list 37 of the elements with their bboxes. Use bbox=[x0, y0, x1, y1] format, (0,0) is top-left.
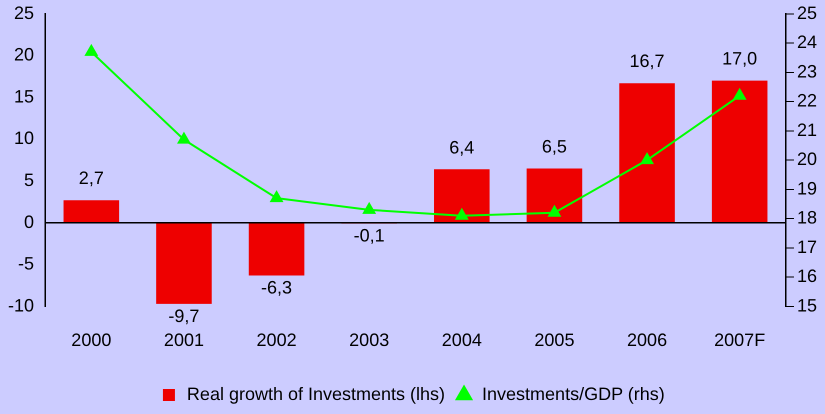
data-label: 6,5 bbox=[542, 136, 567, 156]
y-tick-label: 15 bbox=[14, 86, 34, 106]
data-label: -6,3 bbox=[261, 277, 292, 298]
x-tick-label: 2004 bbox=[442, 330, 482, 350]
data-label: 6,4 bbox=[449, 137, 474, 158]
y2-tick-label: 21 bbox=[796, 120, 818, 140]
x-tick-label: 2007F bbox=[714, 330, 766, 350]
x-tick-label: 2001 bbox=[164, 330, 204, 350]
x-tick-label: 2006 bbox=[627, 330, 668, 350]
y-tick-label: 25 bbox=[14, 2, 34, 23]
legend-label: Investments/GDP (rhs) bbox=[482, 384, 665, 404]
x-tick-label: 2002 bbox=[256, 330, 297, 350]
y-tick-label: 20 bbox=[14, 44, 34, 65]
y2-tick-label: 23 bbox=[796, 61, 818, 82]
data-label: -0,1 bbox=[354, 226, 385, 246]
legend-label: Real growth of Investments (lhs) bbox=[186, 384, 446, 404]
y2-tick-label: 16 bbox=[796, 266, 818, 286]
y2-tick-label: 24 bbox=[796, 32, 818, 52]
y2-tick-label: 17 bbox=[796, 236, 818, 257]
y2-tick-label: 22 bbox=[796, 90, 818, 111]
y-tick-label: 5 bbox=[24, 170, 34, 190]
y2-tick-label: 20 bbox=[796, 149, 818, 170]
y-tick-label: 10 bbox=[14, 128, 34, 148]
x-tick-label: 2003 bbox=[349, 330, 390, 350]
data-label: 17,0 bbox=[722, 48, 758, 69]
y2-tick-label: 15 bbox=[796, 295, 818, 316]
y-tick-label: -5 bbox=[18, 254, 34, 274]
data-label: 2,7 bbox=[78, 168, 104, 188]
y2-tick-label: 18 bbox=[796, 208, 818, 228]
data-label: 16,7 bbox=[630, 51, 665, 72]
data-label: -9,7 bbox=[168, 306, 200, 326]
x-tick-label: 2005 bbox=[534, 330, 574, 350]
x-tick-label: 2000 bbox=[71, 330, 112, 350]
y2-tick-label: 25 bbox=[796, 2, 818, 23]
y-tick-label: 0 bbox=[24, 212, 34, 232]
y2-tick-label: 19 bbox=[796, 178, 818, 198]
y-tick-label: -10 bbox=[8, 295, 34, 316]
